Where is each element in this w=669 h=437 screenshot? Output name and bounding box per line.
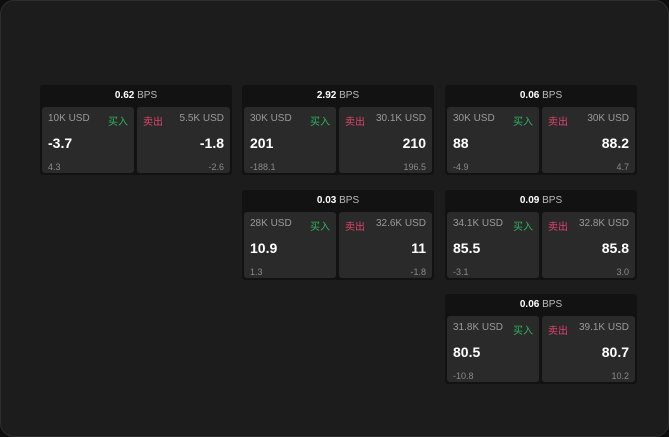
sell-label: 卖出 [345, 117, 365, 128]
bid-change: 1.3 [250, 267, 263, 277]
sell-label: 卖出 [548, 117, 568, 128]
spread-header: 0.03 BPS [242, 190, 434, 211]
ask-price: -1.8 [199, 135, 224, 151]
spread-value: 0.62 [114, 90, 135, 101]
buy-label: 买入 [513, 326, 533, 337]
quote-card: 0.62 BPS 10K USD 买入 -3.7 4.3 卖出 5.5K USD -… [40, 85, 232, 175]
buy-quote[interactable]: 28K USD 买入 10.9 1.3 [244, 212, 336, 278]
spread-value: 0.09 [519, 195, 540, 206]
buy-quote[interactable]: 10K USD 买入 -3.7 4.3 [42, 107, 134, 173]
bid-size: 10K USD [48, 113, 90, 124]
bid-change: 4.3 [48, 162, 61, 172]
ask-change: -1.8 [410, 267, 426, 277]
spread-unit: BPS [339, 195, 360, 206]
spread-value: 0.06 [519, 299, 540, 310]
ask-price: 88.2 [601, 135, 629, 151]
spread-header: 0.06 BPS [445, 294, 637, 315]
spread-header: 0.06 BPS [445, 85, 637, 106]
ask-size: 32.8K USD [578, 218, 629, 229]
buy-label: 买入 [513, 222, 533, 233]
ask-price: 85.8 [601, 240, 629, 256]
quote-card: 0.03 BPS 28K USD 买入 10.9 1.3 卖出 32.6K USD … [242, 190, 434, 280]
spread-unit: BPS [137, 90, 158, 101]
spread-header: 0.62 BPS [40, 85, 232, 106]
ask-size: 32.6K USD [375, 218, 426, 229]
spread-unit: BPS [542, 90, 563, 101]
bid-change: -3.1 [453, 267, 469, 277]
buy-quote[interactable]: 31.8K USD 买入 80.5 -10.8 [447, 316, 539, 382]
sell-quote[interactable]: 卖出 32.8K USD 85.8 3.0 [542, 212, 635, 278]
bid-size: 28K USD [250, 218, 292, 229]
ask-price: 11 [411, 240, 426, 256]
ask-size: 30K USD [587, 113, 629, 124]
bid-change: -10.8 [453, 371, 474, 381]
bid-price: 201 [250, 135, 274, 151]
sell-quote[interactable]: 卖出 39.1K USD 80.7 10.2 [542, 316, 635, 382]
ask-change: 3.0 [616, 267, 629, 277]
ask-size: 30.1K USD [375, 113, 426, 124]
ask-change: 10.2 [611, 371, 629, 381]
spread-unit: BPS [542, 299, 563, 310]
buy-label: 买入 [310, 222, 330, 233]
spread-value: 0.03 [316, 195, 337, 206]
bid-price: 85.5 [453, 240, 481, 256]
quote-card: 0.06 BPS 30K USD 买入 88 -4.9 卖出 30K USD 88.… [445, 85, 637, 175]
sell-quote[interactable]: 卖出 32.6K USD 11 -1.8 [339, 212, 432, 278]
spread-header: 2.92 BPS [242, 85, 434, 106]
bid-size: 34.1K USD [453, 218, 504, 229]
bid-price: -3.7 [48, 135, 73, 151]
bid-size: 30K USD [250, 113, 292, 124]
spread-value: 2.92 [316, 90, 337, 101]
spread-unit: BPS [339, 90, 360, 101]
ask-size: 39.1K USD [578, 322, 629, 333]
buy-quote[interactable]: 30K USD 买入 201 -188.1 [244, 107, 336, 173]
bid-change: -4.9 [453, 162, 469, 172]
ask-change: 196.5 [403, 162, 426, 172]
buy-label: 买入 [108, 117, 128, 128]
ask-price: 210 [402, 135, 426, 151]
bid-price: 88 [453, 135, 469, 151]
bid-size: 30K USD [453, 113, 495, 124]
buy-label: 买入 [310, 117, 330, 128]
ask-change: 4.7 [616, 162, 629, 172]
sell-quote[interactable]: 卖出 5.5K USD -1.8 -2.6 [137, 107, 230, 173]
quote-card: 0.06 BPS 31.8K USD 买入 80.5 -10.8 卖出 39.1K … [445, 294, 637, 384]
buy-quote[interactable]: 30K USD 买入 88 -4.9 [447, 107, 539, 173]
sell-label: 卖出 [548, 222, 568, 233]
buy-quote[interactable]: 34.1K USD 买入 85.5 -3.1 [447, 212, 539, 278]
sell-quote[interactable]: 卖出 30K USD 88.2 4.7 [542, 107, 635, 173]
bid-change: -188.1 [250, 162, 276, 172]
spread-header: 0.09 BPS [445, 190, 637, 211]
sell-label: 卖出 [143, 117, 163, 128]
sell-quote[interactable]: 卖出 30.1K USD 210 196.5 [339, 107, 432, 173]
ask-price: 80.7 [601, 344, 629, 360]
ask-size: 5.5K USD [179, 113, 224, 124]
ask-change: -2.6 [208, 162, 224, 172]
sell-label: 卖出 [345, 222, 365, 233]
quote-card: 2.92 BPS 30K USD 买入 201 -188.1 卖出 30.1K US… [242, 85, 434, 175]
buy-label: 买入 [513, 117, 533, 128]
quote-card: 0.09 BPS 34.1K USD 买入 85.5 -3.1 卖出 32.8K U… [445, 190, 637, 280]
bid-price: 10.9 [250, 240, 278, 256]
bid-price: 80.5 [453, 344, 481, 360]
sell-label: 卖出 [548, 326, 568, 337]
bid-size: 31.8K USD [453, 322, 504, 333]
spread-value: 0.06 [519, 90, 540, 101]
spread-unit: BPS [542, 195, 563, 206]
